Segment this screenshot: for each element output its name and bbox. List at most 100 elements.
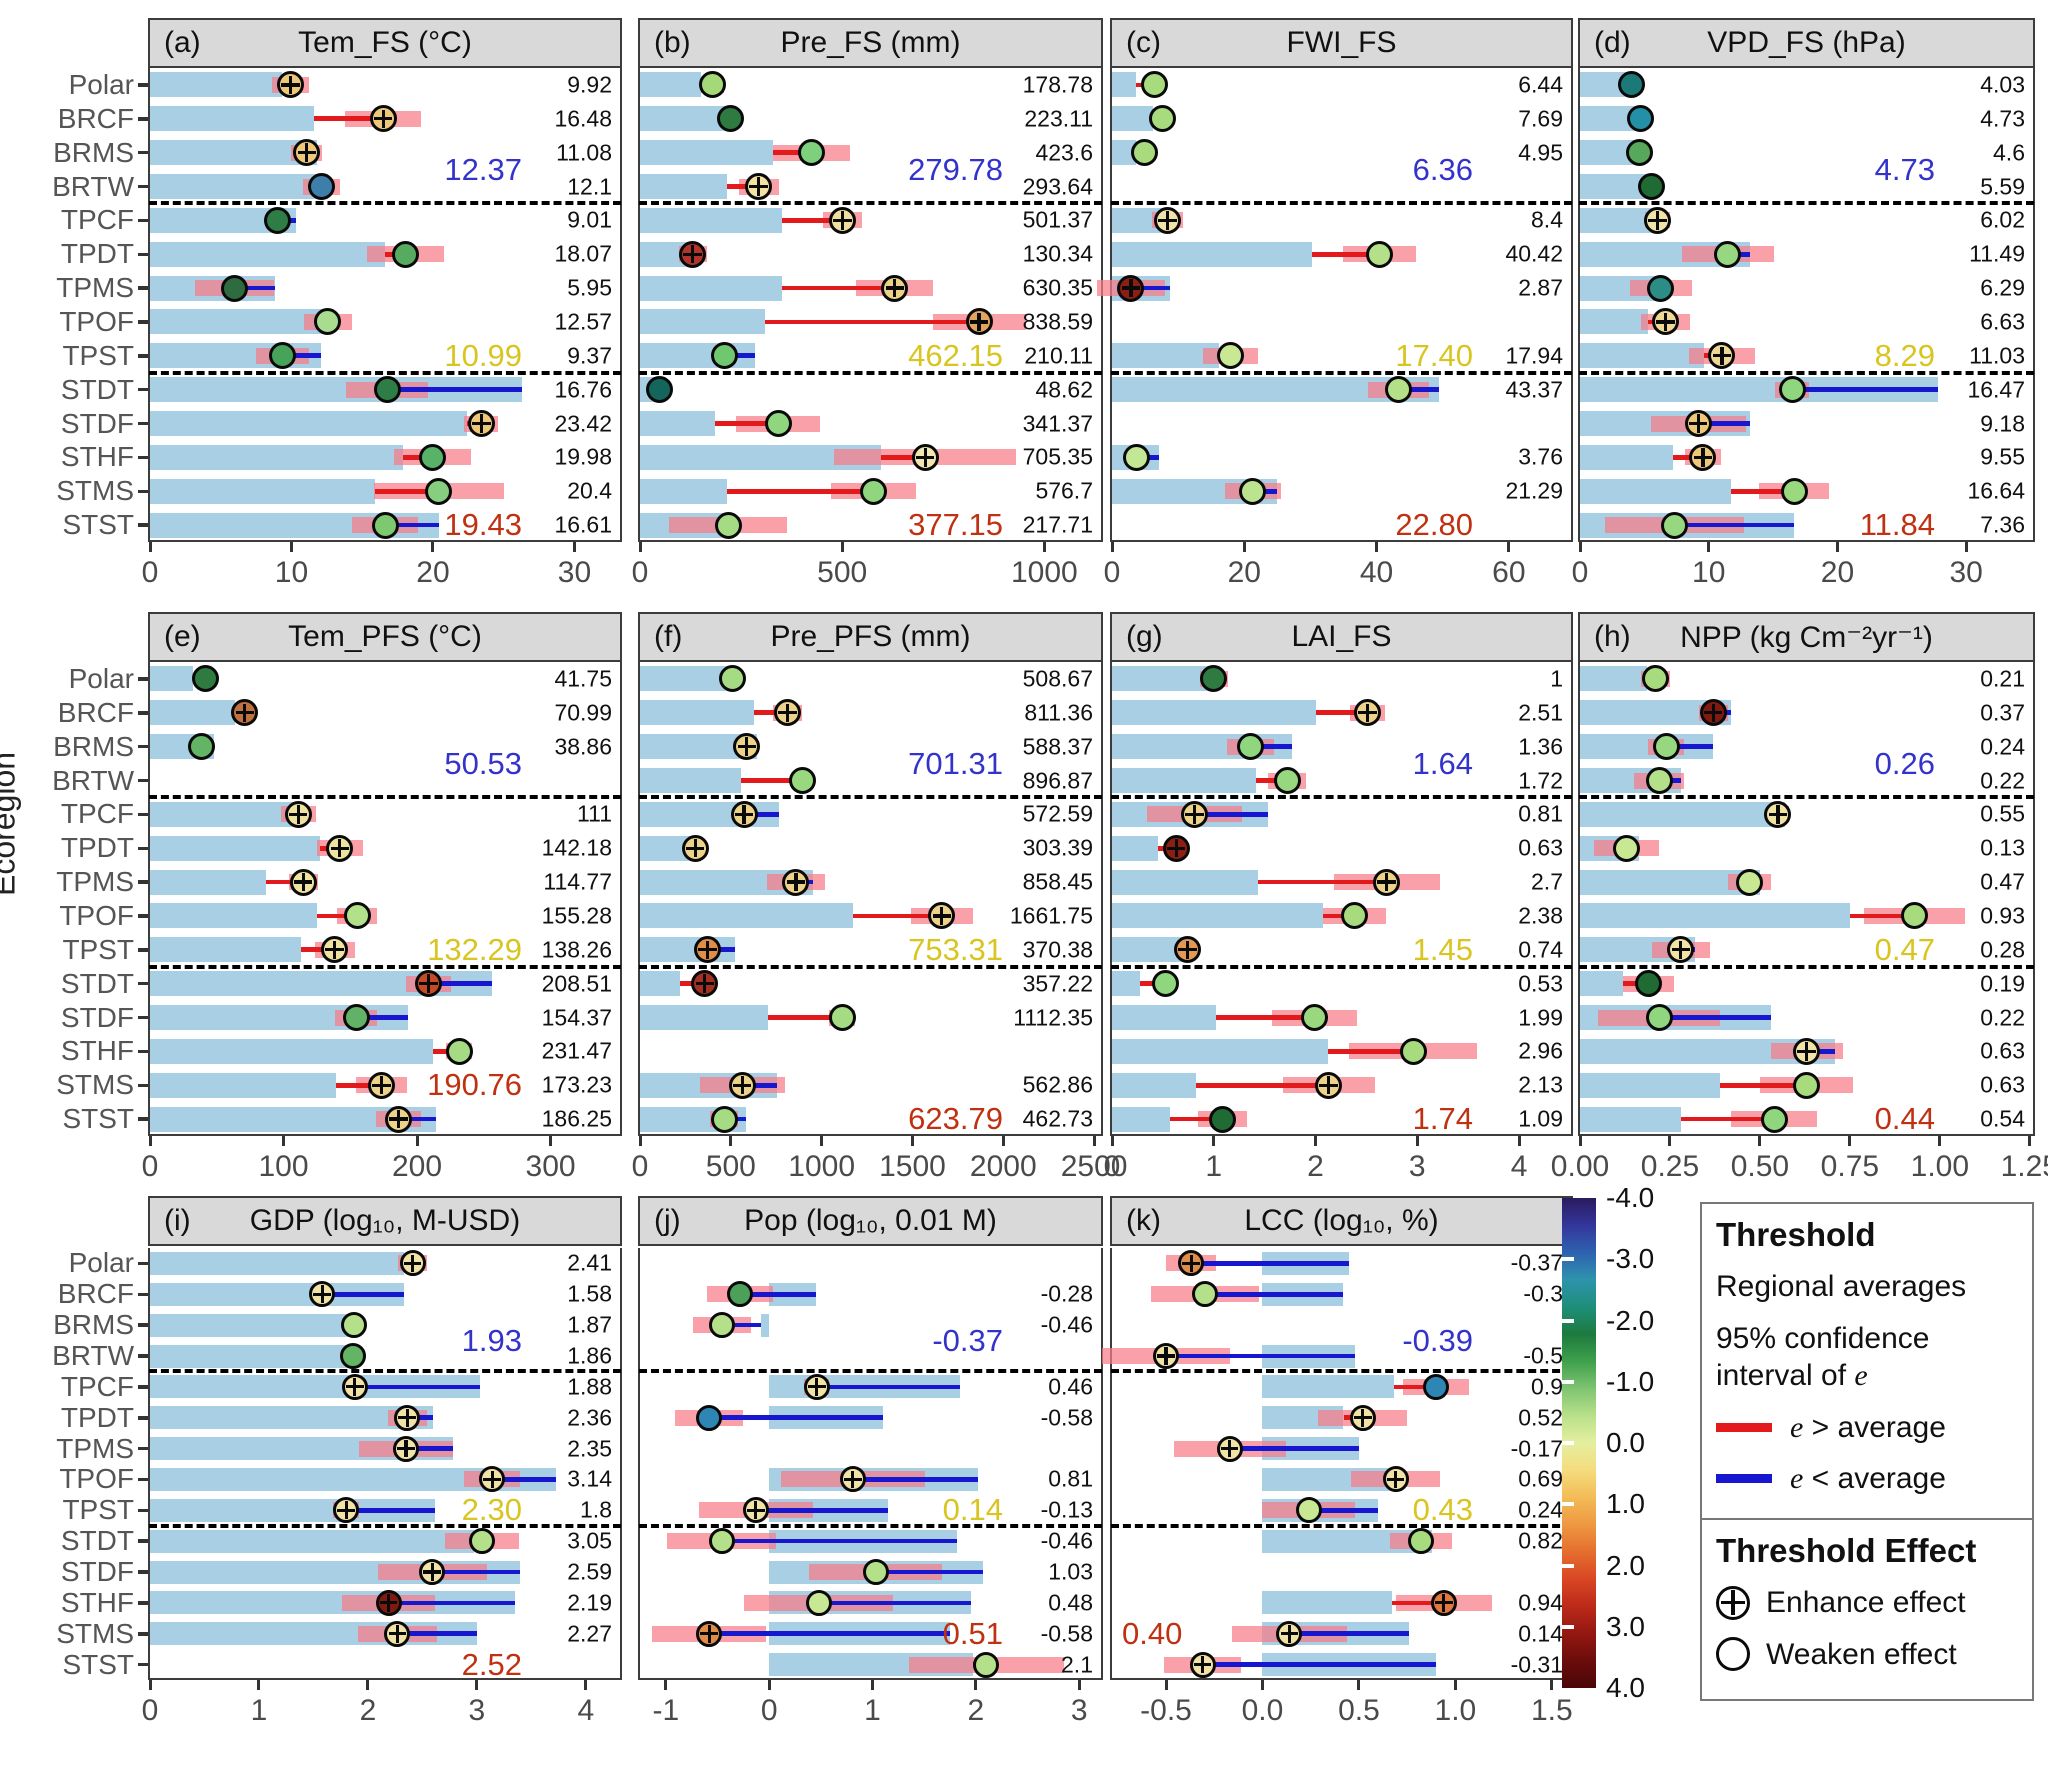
regional-average-bar (1112, 1106, 1170, 1132)
weaken-effect-marker (192, 665, 220, 693)
threshold-value: 6.44 (1518, 71, 1563, 98)
panel-plot-e: 41.75 Polar 70.99 BRCF 38.86 BRMS BRTW 111 TPCF 1… (52, 662, 622, 1183)
e-less-line (1130, 285, 1170, 291)
panel-header-i: (i) GDP (log₁₀, M-USD) (148, 1196, 622, 1246)
threshold-value: 7.69 (1518, 105, 1563, 132)
threshold-value: 43.37 (1505, 376, 1563, 403)
threshold-value: 9.55 (1980, 443, 2025, 470)
panel-header-b: (b) Pre_FS (mm) (638, 18, 1103, 68)
weaken-effect-marker (714, 511, 742, 539)
threshold-value: 155.28 (541, 902, 612, 929)
threshold-value: 1.99 (1518, 1004, 1563, 1030)
ecoregion-label: STMS (56, 1617, 134, 1649)
enhance-effect-marker (1764, 800, 1792, 828)
x-tick (638, 542, 642, 552)
threshold-value: 896.87 (1022, 767, 1093, 793)
colorbar-tick (1562, 1379, 1574, 1384)
e-greater-line (300, 947, 335, 953)
e-less-line (407, 1415, 434, 1420)
threshold-value: -0.37 (1510, 1249, 1563, 1276)
regional-average-bar (640, 72, 701, 98)
regional-average-bar (1112, 72, 1136, 98)
weaken-effect-marker (1423, 1373, 1450, 1400)
weaken-effect-marker (220, 274, 248, 302)
e-greater-line (1215, 1015, 1315, 1020)
group-mean-label: 22.80 (1395, 507, 1473, 543)
threshold-value: 0.81 (1048, 1465, 1093, 1492)
enhance-effect-marker (881, 274, 909, 302)
threshold-value: 7.36 (1980, 511, 2025, 538)
enhance-effect-marker (803, 1373, 830, 1400)
group-separator (149, 201, 621, 206)
enhance-effect-marker (1667, 936, 1695, 964)
e-greater-line (1256, 778, 1287, 783)
threshold-value: 0.53 (1518, 970, 1563, 997)
ecoregion-label: BRMS (53, 136, 134, 168)
weaken-effect-marker (698, 71, 726, 99)
threshold-value: 9.18 (1980, 410, 2025, 436)
e-less-line (322, 1291, 404, 1297)
group-mean-label: 0.47 (1874, 931, 1935, 967)
threshold-value: 2.51 (1518, 699, 1563, 726)
panel-header-h: (h) NPP (kg Cm⁻²yr⁻¹) (1578, 612, 2035, 662)
y-tick (138, 1292, 148, 1297)
regional-average-bar (640, 1005, 769, 1030)
weaken-effect-marker (342, 1004, 370, 1031)
panel-tag: (e) (164, 620, 201, 653)
threshold-value: 0.22 (1980, 1004, 2025, 1030)
group-separator (639, 1523, 1102, 1528)
group-mean-label: 701.31 (908, 746, 1003, 782)
y-tick (138, 1508, 148, 1513)
weaken-effect-marker (1652, 733, 1680, 761)
enhance-effect-marker (1178, 1250, 1205, 1277)
threshold-value: 231.47 (541, 1037, 612, 1064)
group-separator (1111, 201, 1572, 206)
threshold-value: 705.35 (1022, 443, 1093, 470)
threshold-value: 4.95 (1518, 139, 1563, 166)
regional-average-bar (1112, 1005, 1216, 1030)
legend-item-label: Enhance effect (1766, 1586, 1966, 1619)
regional-average-bar (150, 937, 301, 963)
weaken-effect-marker (859, 477, 887, 505)
y-tick (138, 1539, 148, 1543)
threshold-value: 2.19 (567, 1589, 612, 1616)
enhance-effect-marker (414, 970, 442, 998)
regional-average-bar (1112, 1072, 1197, 1098)
weaken-effect-marker (1152, 970, 1180, 998)
group-mean-label: 1.93 (461, 1323, 522, 1359)
weaken-effect-marker (862, 1559, 889, 1585)
e-greater-line (1391, 1600, 1444, 1606)
threshold-value: -0.28 (1040, 1280, 1093, 1307)
ecoregion-label: TPCF (60, 204, 134, 236)
group-mean-label: 8.29 (1874, 337, 1935, 373)
panel-plot-h: 0.21 0.37 0.24 0.22 0.55 0.13 0.47 0.93 0.28 0.19… (1551, 662, 2048, 1183)
enhance-effect-marker (1689, 443, 1717, 471)
panel-plot-f: 508.67 811.36 588.37 896.87 572.59 303.39 858.… (632, 662, 1127, 1183)
y-tick (138, 354, 148, 358)
e-greater-line (753, 710, 788, 716)
threshold-value: 9.01 (567, 206, 612, 233)
enhance-effect-marker (333, 1497, 360, 1524)
threshold-value: 0.54 (1980, 1105, 2025, 1132)
ecoregion-label: TPDT (60, 1401, 134, 1433)
weaken-effect-marker (340, 1312, 367, 1339)
e-greater-line (726, 488, 874, 494)
e-greater-line (1196, 1082, 1329, 1088)
e-greater-line (1170, 1116, 1223, 1122)
regional-average-bar (150, 666, 193, 692)
e-less-line (388, 1600, 516, 1606)
panel-tag: (b) (654, 26, 691, 59)
group-mean-label: 623.79 (908, 1101, 1003, 1137)
weaken-effect-marker (263, 206, 291, 234)
regional-average-bar (150, 140, 317, 166)
x-tick-label: 0 (631, 1150, 649, 1183)
e-greater-line (1322, 913, 1355, 919)
e-less-line (724, 353, 756, 359)
group-separator (1111, 370, 1572, 375)
e-less-line (354, 1384, 481, 1390)
threshold-value: 858.45 (1022, 868, 1093, 895)
regional-average-bar (150, 1498, 436, 1522)
x-tick-label: 0 (141, 1150, 159, 1183)
x-tick (415, 1136, 419, 1146)
group-mean-label: 190.76 (427, 1067, 522, 1103)
